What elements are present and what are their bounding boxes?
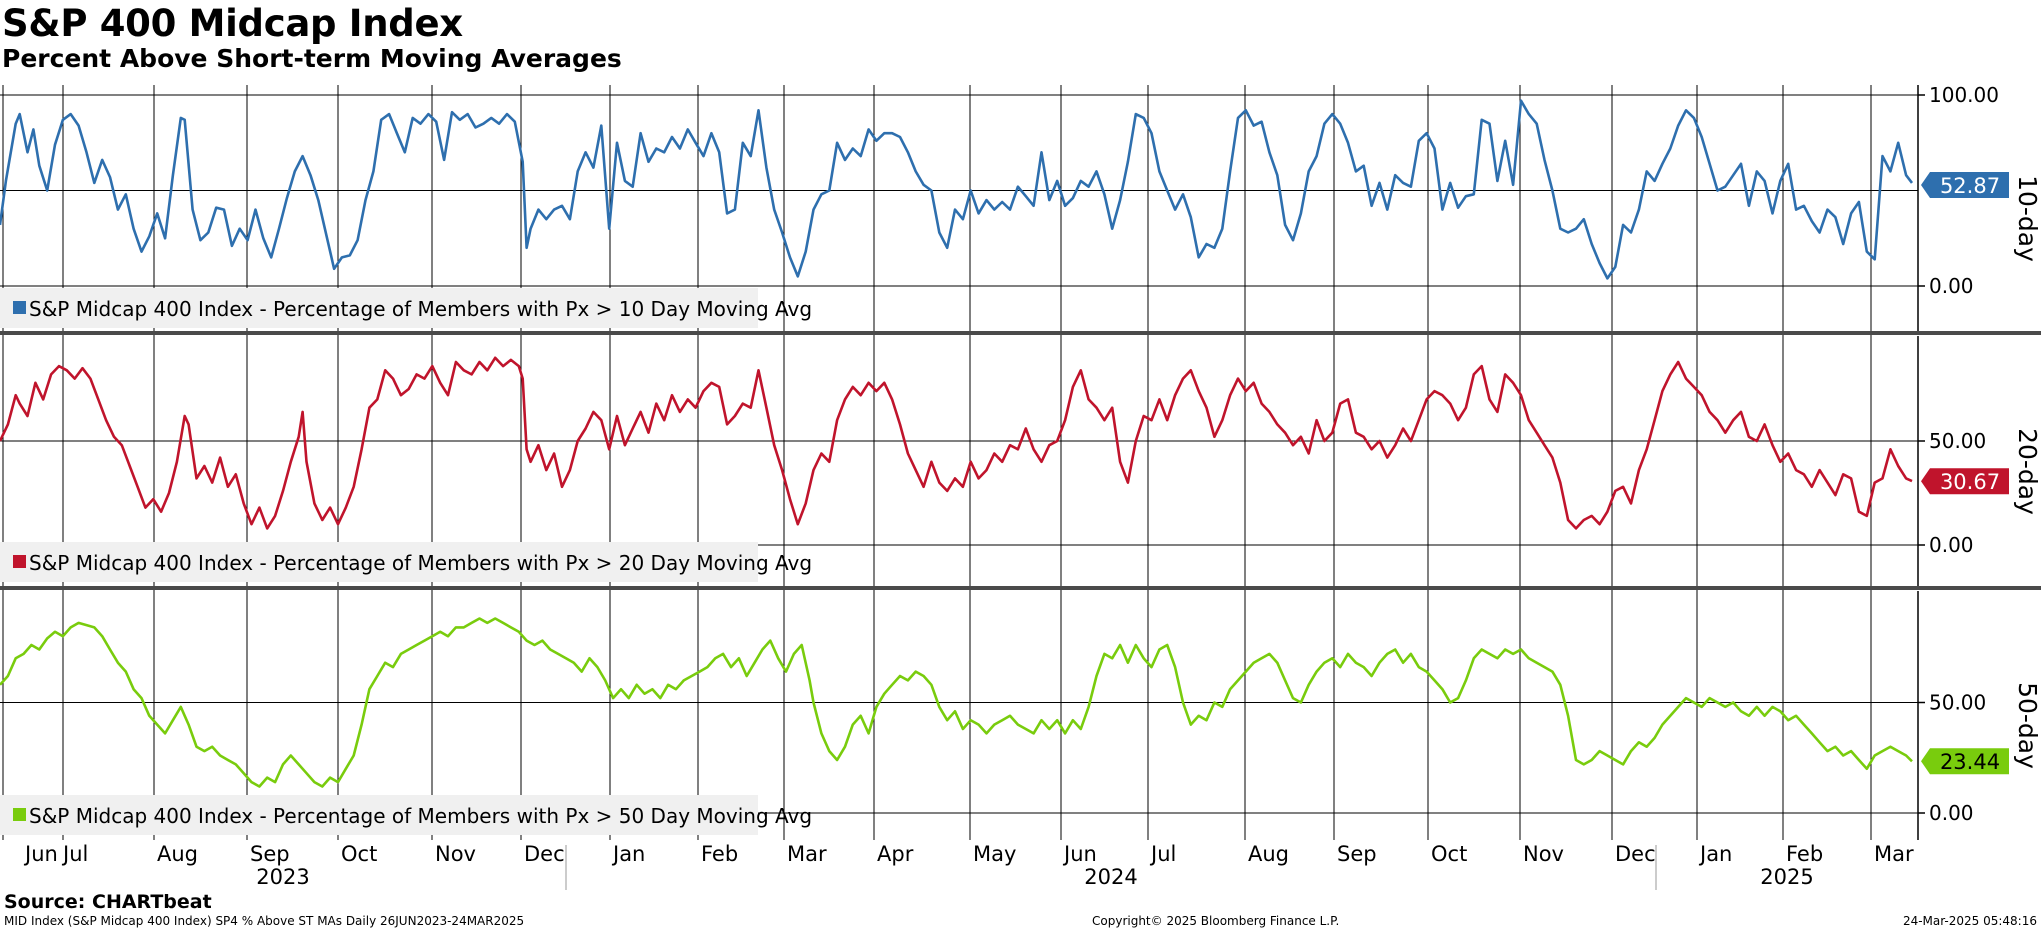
p20-legend-label: S&P Midcap 400 Index - Percentage of Mem… xyxy=(29,551,812,575)
footer-copyright: Copyright© 2025 Bloomberg Finance L.P. xyxy=(1092,914,1340,928)
p20-ytick-label-0: 50.00 xyxy=(1929,429,1986,453)
p10-legend: S&P Midcap 400 Index - Percentage of Mem… xyxy=(0,288,812,328)
source-note: Source: CHARTbeat xyxy=(4,891,212,913)
footer-series-info: MID Index (S&P Midcap 400 Index) SP4 % A… xyxy=(4,914,525,928)
x-month-label-13: Jul xyxy=(1149,842,1176,866)
p50-legend-box xyxy=(0,795,758,835)
p10-panel-separator xyxy=(0,331,2041,335)
p50-series-line xyxy=(0,617,1913,788)
x-month-label-11: May xyxy=(973,842,1016,866)
p20-legend-box xyxy=(0,542,758,582)
p50-ytick-label-0: 50.00 xyxy=(1929,691,1986,715)
p50-last-value-badge xyxy=(1921,748,2009,775)
x-month-label-9: Mar xyxy=(787,842,827,866)
p20-last-value-tag: 30.67 xyxy=(1921,468,2009,495)
p20-legend-swatch xyxy=(13,555,26,568)
p50-ytick-label-1: 0.00 xyxy=(1929,801,1974,825)
x-month-label-5: Nov xyxy=(435,842,476,866)
x-month-label-17: Nov xyxy=(1523,842,1564,866)
x-month-label-6: Dec xyxy=(524,842,565,866)
x-month-label-20: Feb xyxy=(1786,842,1823,866)
footer-timestamp: 24-Mar-2025 05:48:16 xyxy=(1902,914,2037,928)
y-axis-layer: 100.00 0.00 52.87 10-day 50.00 0.00 30.67 20-da… xyxy=(1918,83,2041,825)
x-month-label-18: Dec xyxy=(1615,842,1656,866)
x-month-label-7: Jan xyxy=(611,842,645,866)
p20-ytick-label-1: 0.00 xyxy=(1929,533,1974,557)
p10-side-label: 10-day xyxy=(2013,175,2041,262)
p10-series-line xyxy=(0,99,1914,280)
p20-side-label: 20-day xyxy=(2013,428,2041,515)
p50-legend: S&P Midcap 400 Index - Percentage of Mem… xyxy=(0,795,812,835)
p10-last-value-badge xyxy=(1921,172,2009,199)
p50-last-value-tag: 23.44 xyxy=(1921,748,2009,775)
x-month-label-16: Oct xyxy=(1431,842,1467,866)
x-month-label-12: Jun xyxy=(1062,842,1097,866)
p10-legend-label: S&P Midcap 400 Index - Percentage of Mem… xyxy=(29,297,812,321)
p50-side-label: 50-day xyxy=(2013,682,2041,769)
p10-ytick-label-0: 100.00 xyxy=(1929,83,1999,107)
chart-title: S&P 400 Midcap Index xyxy=(2,2,463,45)
x-month-label-1: Jul xyxy=(61,842,88,866)
x-month-label-21: Mar xyxy=(1874,842,1914,866)
p20-last-value-badge xyxy=(1921,468,2009,495)
series-layer xyxy=(0,99,1914,788)
x-month-label-14: Aug xyxy=(1248,842,1289,866)
x-month-label-8: Feb xyxy=(701,842,738,866)
x-year-label-1: 2024 xyxy=(1084,865,1137,889)
x-month-label-15: Sep xyxy=(1337,842,1377,866)
p50-last-value-text: 23.44 xyxy=(1940,750,2000,774)
gridlines-layer xyxy=(0,85,1918,840)
x-year-label-2: 2025 xyxy=(1760,865,1813,889)
chart-subtitle: Percent Above Short-term Moving Averages xyxy=(2,44,622,73)
p50-legend-swatch xyxy=(13,808,26,821)
p20-legend: S&P Midcap 400 Index - Percentage of Mem… xyxy=(0,542,812,582)
x-month-label-10: Apr xyxy=(877,842,914,866)
x-month-label-4: Oct xyxy=(341,842,377,866)
panel-frames-layer xyxy=(0,85,2041,840)
p20-series-line xyxy=(0,356,1913,530)
x-month-label-19: Jan xyxy=(1698,842,1732,866)
x-month-label-2: Aug xyxy=(157,842,198,866)
p10-last-value-tag: 52.87 xyxy=(1921,172,2009,199)
legend-layer: S&P Midcap 400 Index - Percentage of Mem… xyxy=(0,288,812,835)
p20-last-value-text: 30.67 xyxy=(1940,470,2000,494)
x-year-label-0: 2023 xyxy=(256,865,309,889)
p10-legend-swatch xyxy=(13,301,26,314)
x-axis-layer: Jun Jul Aug Sep Oct Nov Dec Jan Feb Mar Apr May Jun J… xyxy=(23,842,1914,890)
p10-ytick-label-1: 0.00 xyxy=(1929,274,1974,298)
p10-legend-box xyxy=(0,288,758,328)
x-month-label-0: Jun xyxy=(23,842,58,866)
p50-legend-label: S&P Midcap 400 Index - Percentage of Mem… xyxy=(29,804,812,828)
p10-last-value-text: 52.87 xyxy=(1940,174,2000,198)
x-month-label-3: Sep xyxy=(250,842,290,866)
p20-panel-separator xyxy=(0,586,2041,590)
